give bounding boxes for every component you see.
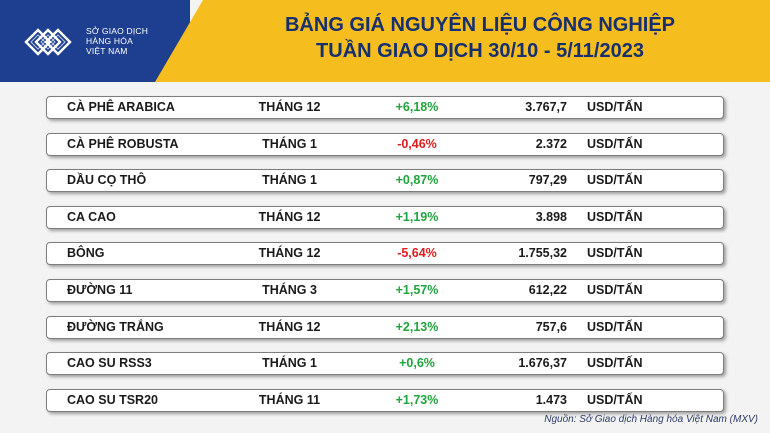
table-row: CÀ PHÊ ARABICA THÁNG 12 +6,18% 3.767,7 USD/T… [46,96,724,119]
price-change: +6,18% [395,100,439,114]
table-row: CA CAO THÁNG 12 +1,19% 3.898 USD/TẤN [46,205,724,229]
logo-text: SỞ GIAO DỊCH HÀNG HÓA VIỆT NAM [86,26,148,56]
commodity-name: DẦU CỌ THÔ [67,173,147,188]
price-unit: USD/TẤN [587,136,643,151]
commodity-name: ĐƯỜNG 11 [67,282,133,297]
price-unit: USD/TẤN [587,209,643,224]
contract-month: THÁNG 11 [258,392,321,407]
contract-month: THÁNG 1 [262,356,317,371]
price-value: 1.473 [535,392,567,407]
table-row: CAO SU TSR20 THÁNG 11 +1,73% 1.473 USD/TẤN [46,388,724,412]
table-row: BÔNG THÁNG 12 -5,64% 1.755,32 USD/TẤN [46,242,724,266]
price-change: +0,87% [395,173,439,188]
header-banner: SỞ GIAO DỊCH HÀNG HÓA VIỆT NAM BẢNG GIÁ … [0,0,770,82]
commodity-name: CAO SU RSS3 [67,356,152,371]
table-row: CAO SU RSS3 THÁNG 1 +0,6% 1.676,37 USD/TẤN [46,352,724,376]
commodity-name: CAO SU TSR20 [67,392,158,407]
price-value: 1.676,37 [518,356,567,371]
price-unit: USD/TẤN [587,173,643,188]
source-note: Nguồn: Sở Giao dịch Hàng hóa Việt Nam (M… [544,414,758,425]
commodity-name: BÔNG [67,246,105,261]
price-change: -5,64% [397,246,437,261]
price-value: 2.372 [535,136,567,151]
price-value: 797,29 [528,173,567,188]
logo-line-1: SỞ GIAO DỊCH [86,26,149,36]
page-title: BẢNG GIÁ NGUYÊN LIỆU CÔNG NGHIỆP [284,14,676,36]
mxv-logo-icon [24,28,72,56]
contract-month: THÁNG 12 [258,209,321,224]
commodity-name: CÀ PHÊ ROBUSTA [67,136,179,151]
price-unit: USD/TẤN [587,319,643,334]
contract-month: THÁNG 12 [258,246,321,261]
price-change: +1,73% [395,392,439,407]
page-subtitle: TUẦN GIAO DỊCH 30/10 - 5/11/2023 [316,40,644,62]
contract-month: THÁNG 1 [262,173,317,188]
price-change: +1,57% [395,282,439,297]
contract-month: THÁNG 1 [262,136,317,151]
price-change: +1,19% [395,209,439,224]
price-value: 3.898 [535,209,567,224]
commodity-name: ĐƯỜNG TRẮNG [67,319,164,334]
mxv-logo: SỞ GIAO DỊCH HÀNG HÓA VIỆT NAM [22,20,172,64]
price-change: +0,6% [399,356,435,371]
price-unit: USD/TẤN [587,100,643,114]
price-value: 1.755,32 [518,246,567,261]
contract-month: THÁNG 12 [258,319,321,334]
table-row: CÀ PHÊ ROBUSTA THÁNG 1 -0,46% 2.372 USD/TẤN [46,132,724,156]
price-change: -0,46% [397,136,437,151]
logo-line-2: HÀNG HÓA [86,36,133,46]
contract-month: THÁNG 3 [262,282,317,297]
header-yellow-panel [155,0,770,82]
table-row: ĐƯỜNG TRẮNG THÁNG 12 +2,13% 757,6 USD/TẤN [46,315,724,339]
table-row: DẦU CỌ THÔ THÁNG 1 +0,87% 797,29 USD/TẤN [46,169,724,193]
price-value: 757,6 [535,319,567,334]
commodity-name: CA CAO [67,209,116,224]
commodity-name: CÀ PHÊ ARABICA [67,100,175,114]
price-change: +2,13% [395,319,439,334]
price-value: 612,22 [528,282,567,297]
price-value: 3.767,7 [525,100,567,114]
price-table: CÀ PHÊ ARABICA THÁNG 12 +6,18% 3.767,7 USD/T… [46,96,724,425]
table-row: ĐƯỜNG 11 THÁNG 3 +1,57% 612,22 USD/TẤN [46,278,724,302]
price-unit: USD/TẤN [587,356,643,371]
contract-month: THÁNG 12 [258,100,321,114]
logo-line-3: VIỆT NAM [86,46,128,56]
price-unit: USD/TẤN [587,282,643,297]
price-unit: USD/TẤN [587,246,643,261]
price-unit: USD/TẤN [587,392,643,407]
